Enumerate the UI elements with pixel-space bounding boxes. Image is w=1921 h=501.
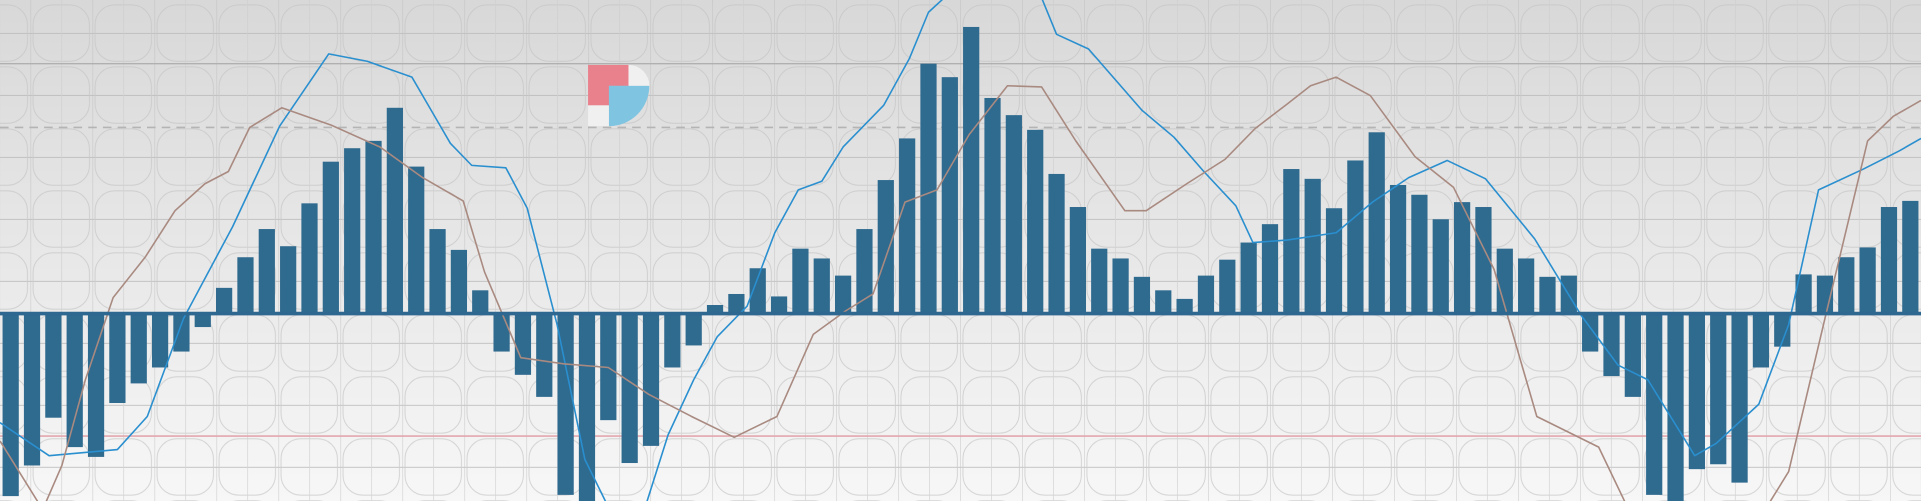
bar bbox=[1112, 258, 1129, 314]
bar bbox=[792, 248, 809, 314]
bar bbox=[1048, 173, 1065, 314]
bar bbox=[1667, 313, 1684, 501]
bar bbox=[450, 249, 468, 314]
bar bbox=[1710, 313, 1727, 465]
reference-lines bbox=[0, 126, 1921, 437]
bar bbox=[1624, 313, 1641, 397]
bar bbox=[1880, 207, 1898, 314]
bar bbox=[493, 313, 510, 352]
bar bbox=[749, 268, 766, 314]
logo-blue bbox=[608, 85, 650, 127]
bar bbox=[578, 313, 596, 501]
bar bbox=[66, 313, 83, 448]
bar bbox=[1432, 219, 1449, 314]
bar bbox=[1518, 258, 1535, 314]
bar bbox=[1411, 194, 1428, 314]
bars bbox=[2, 26, 1919, 501]
bar bbox=[664, 313, 681, 368]
bar bbox=[920, 63, 937, 314]
bar bbox=[877, 180, 894, 314]
bar bbox=[941, 77, 958, 314]
bar bbox=[1453, 202, 1471, 314]
bar bbox=[258, 229, 275, 314]
bar bbox=[173, 313, 190, 352]
bar bbox=[1859, 247, 1876, 314]
bar bbox=[1688, 313, 1705, 470]
bar bbox=[301, 203, 318, 314]
bar bbox=[216, 287, 233, 314]
bar bbox=[1304, 178, 1321, 314]
bar bbox=[1603, 313, 1620, 377]
logo bbox=[588, 64, 650, 127]
bar bbox=[1539, 276, 1556, 314]
bar bbox=[1774, 313, 1791, 347]
bar bbox=[557, 313, 574, 495]
bar bbox=[194, 313, 211, 328]
bar bbox=[1496, 248, 1513, 314]
bar bbox=[899, 138, 916, 314]
bar bbox=[770, 296, 788, 314]
bar bbox=[536, 313, 553, 397]
bar bbox=[1347, 160, 1364, 314]
bar bbox=[237, 257, 254, 314]
bar bbox=[429, 229, 446, 314]
bar bbox=[280, 246, 297, 314]
bar bbox=[1283, 169, 1300, 314]
bar bbox=[87, 313, 105, 457]
bar bbox=[642, 313, 660, 446]
bar bbox=[1091, 248, 1108, 314]
bar bbox=[984, 97, 1001, 314]
line-series bbox=[0, 76, 1921, 501]
bar bbox=[23, 313, 41, 466]
bar bbox=[1069, 207, 1087, 314]
bar bbox=[386, 107, 403, 314]
bar bbox=[1176, 298, 1193, 314]
bar bbox=[1133, 276, 1151, 314]
bar bbox=[1027, 129, 1044, 314]
bar bbox=[1325, 208, 1343, 314]
bar bbox=[1902, 200, 1919, 314]
bar bbox=[45, 313, 62, 418]
bar bbox=[1752, 313, 1770, 368]
bar bbox=[834, 275, 852, 314]
bar bbox=[1155, 290, 1172, 314]
bar bbox=[1197, 275, 1215, 314]
bar bbox=[621, 313, 638, 464]
bar bbox=[728, 293, 745, 314]
bar bbox=[109, 313, 126, 404]
bar bbox=[1368, 132, 1385, 314]
bar bbox=[963, 26, 980, 314]
bar bbox=[1240, 242, 1257, 314]
bar bbox=[685, 313, 702, 346]
bar bbox=[706, 305, 724, 314]
bar bbox=[1389, 184, 1407, 314]
bar bbox=[514, 313, 532, 375]
bar bbox=[408, 166, 425, 314]
bar bbox=[344, 148, 361, 314]
bar bbox=[1219, 259, 1236, 314]
bar bbox=[1005, 115, 1022, 314]
bar bbox=[1646, 313, 1663, 495]
bar bbox=[1475, 207, 1492, 314]
bar bbox=[1731, 313, 1748, 483]
bar bbox=[1795, 274, 1812, 314]
bar bbox=[813, 258, 830, 314]
logo-light bbox=[588, 105, 609, 127]
bar bbox=[1838, 257, 1855, 314]
bar bbox=[151, 313, 169, 368]
bar bbox=[472, 290, 489, 314]
logo-light bbox=[628, 64, 650, 86]
bar bbox=[1261, 224, 1279, 314]
bar bbox=[856, 229, 873, 314]
bar bbox=[365, 140, 382, 314]
bar bbox=[322, 161, 339, 314]
bar bbox=[130, 313, 147, 384]
